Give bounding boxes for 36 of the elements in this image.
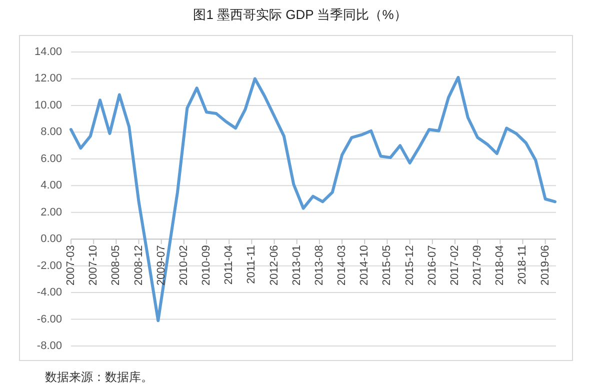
x-tick-label: 2011-11 xyxy=(246,245,258,284)
x-tick-label: 2018-04 xyxy=(494,245,506,286)
y-tick-label: 0.00 xyxy=(40,233,62,246)
chart-title: 图1 墨西哥实际 GDP 当季同比（%） xyxy=(193,7,407,22)
x-tick-label: 2012-06 xyxy=(268,245,280,286)
y-tick-label: 12.00 xyxy=(34,72,62,85)
x-tick-label: 2007-10 xyxy=(88,245,100,286)
x-tick-label: 2013-01 xyxy=(290,245,303,286)
y-tick-label: 8.00 xyxy=(40,126,62,138)
y-tick-label: -6.00 xyxy=(36,313,62,326)
x-tick-label: 2010-02 xyxy=(178,245,190,286)
y-tick-label: 6.00 xyxy=(40,152,62,165)
y-tick-label: -2.00 xyxy=(36,260,62,272)
x-tick-label: 2016-07 xyxy=(426,245,438,286)
x-tick-label: 2014-10 xyxy=(358,245,371,286)
y-tick-label: 2.00 xyxy=(40,206,62,218)
x-tick-label: 2018-11 xyxy=(516,245,529,285)
y-tick-label: 10.00 xyxy=(34,99,62,112)
x-tick-label: 2014-03 xyxy=(336,245,348,286)
x-tick-label: 2010-09 xyxy=(200,245,213,286)
y-tick-label: -8.00 xyxy=(36,340,62,352)
x-tick-label: 2008-12 xyxy=(132,245,145,286)
x-tick-label: 2017-09 xyxy=(472,245,484,286)
x-tick-label: 2015-12 xyxy=(404,245,416,286)
x-tick-label: 2013-08 xyxy=(313,245,326,286)
x-tick-label: 2008-05 xyxy=(110,245,122,286)
x-tick-label: 2007-03 xyxy=(65,245,77,286)
y-tick-label: 14.00 xyxy=(34,46,62,58)
y-tick-label: 4.00 xyxy=(40,180,62,192)
y-tick-label: -4.00 xyxy=(36,286,62,299)
x-tick-label: 2019-06 xyxy=(539,245,552,286)
source-note: 数据来源：数据库。 xyxy=(45,370,153,384)
x-tick-label: 2009-07 xyxy=(155,245,168,286)
x-tick-label: 2015-05 xyxy=(381,245,394,286)
x-tick-label: 2011-04 xyxy=(223,245,236,285)
x-tick-label: 2017-02 xyxy=(448,245,461,286)
